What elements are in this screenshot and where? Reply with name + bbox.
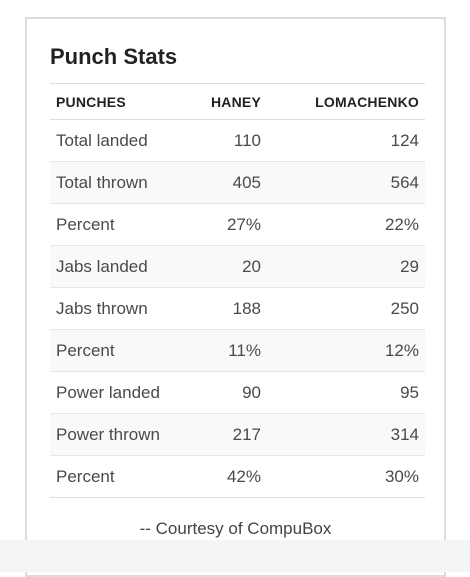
haney-value: 110 bbox=[185, 119, 267, 162]
table-row: Total landed 110 124 bbox=[50, 119, 425, 162]
punch-stats-card: Punch Stats PUNCHES HANEY LOMACHENKO Tot… bbox=[25, 17, 446, 577]
lomachenko-value: 314 bbox=[267, 413, 425, 456]
haney-value: 11% bbox=[185, 329, 267, 372]
lomachenko-value: 12% bbox=[267, 329, 425, 372]
lomachenko-value: 30% bbox=[267, 455, 425, 498]
lomachenko-value: 95 bbox=[267, 371, 425, 414]
lomachenko-value: 564 bbox=[267, 161, 425, 204]
haney-value: 27% bbox=[185, 203, 267, 246]
table-row: Power thrown 217 314 bbox=[50, 413, 425, 456]
row-label: Total thrown bbox=[50, 161, 185, 204]
column-header-punches: PUNCHES bbox=[50, 83, 185, 120]
haney-value: 405 bbox=[185, 161, 267, 204]
table-row: Percent 42% 30% bbox=[50, 455, 425, 498]
row-label: Power thrown bbox=[50, 413, 185, 456]
punch-stats-table: PUNCHES HANEY LOMACHENKO Total landed 11… bbox=[50, 83, 425, 498]
row-label: Jabs landed bbox=[50, 245, 185, 288]
haney-value: 20 bbox=[185, 245, 267, 288]
column-header-lomachenko: LOMACHENKO bbox=[267, 83, 425, 120]
row-label: Power landed bbox=[50, 371, 185, 414]
lomachenko-value: 124 bbox=[267, 119, 425, 162]
row-label: Total landed bbox=[50, 119, 185, 162]
lomachenko-value: 250 bbox=[267, 287, 425, 330]
lomachenko-value: 29 bbox=[267, 245, 425, 288]
page-footer-strip bbox=[0, 540, 470, 572]
table-header-row: PUNCHES HANEY LOMACHENKO bbox=[50, 83, 425, 120]
table-row: Percent 27% 22% bbox=[50, 203, 425, 246]
row-label: Percent bbox=[50, 203, 185, 246]
row-label: Percent bbox=[50, 455, 185, 498]
haney-value: 188 bbox=[185, 287, 267, 330]
table-row: Jabs landed 20 29 bbox=[50, 245, 425, 288]
lomachenko-value: 22% bbox=[267, 203, 425, 246]
haney-value: 42% bbox=[185, 455, 267, 498]
table-row: Percent 11% 12% bbox=[50, 329, 425, 372]
card-title: Punch Stats bbox=[50, 44, 178, 69]
haney-value: 217 bbox=[185, 413, 267, 456]
table-row: Jabs thrown 188 250 bbox=[50, 287, 425, 330]
row-label: Jabs thrown bbox=[50, 287, 185, 330]
table-row: Power landed 90 95 bbox=[50, 371, 425, 414]
source-credit: -- Courtesy of CompuBox bbox=[139, 519, 332, 538]
row-label: Percent bbox=[50, 329, 185, 372]
column-header-haney: HANEY bbox=[185, 83, 267, 120]
table-row: Total thrown 405 564 bbox=[50, 161, 425, 204]
haney-value: 90 bbox=[185, 371, 267, 414]
